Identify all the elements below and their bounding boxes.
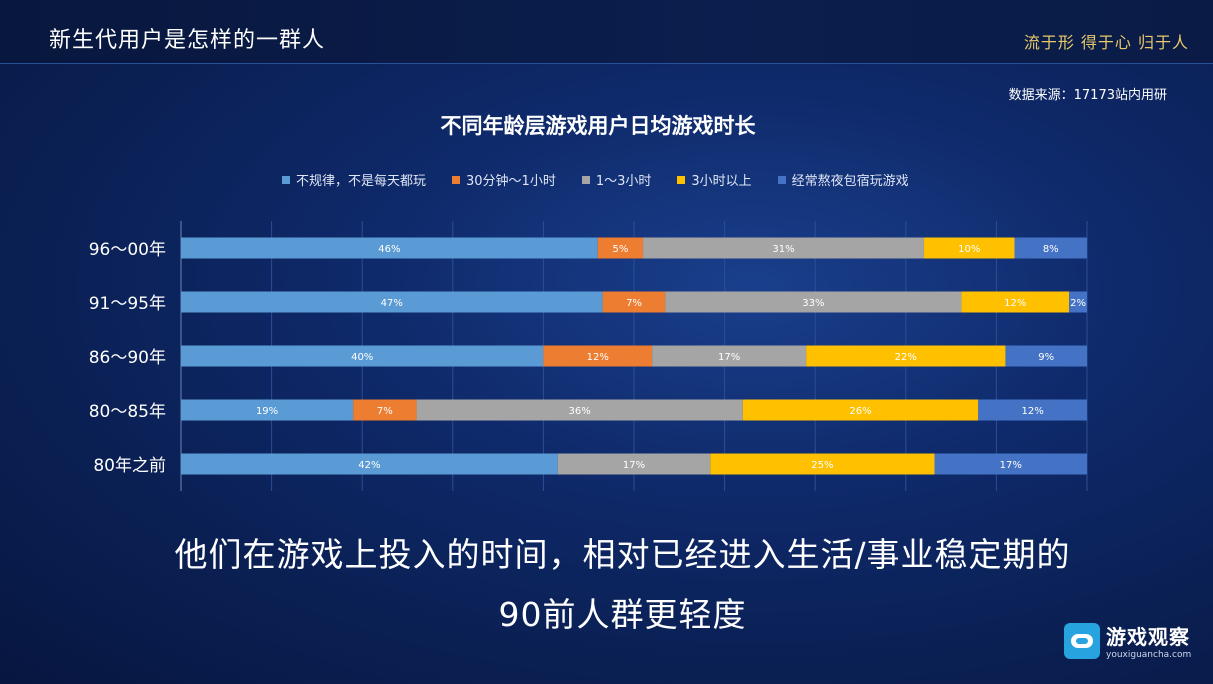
- data-label: 36%: [569, 406, 591, 417]
- category-label: 80年之前: [93, 456, 166, 476]
- bar-segment: [665, 291, 962, 313]
- category-label: 91～95年: [89, 294, 166, 314]
- top-divider: [0, 63, 1213, 64]
- data-label: 17%: [623, 460, 645, 471]
- category-label: 80～85年: [89, 402, 166, 422]
- logo-url: youxiguancha.com: [1106, 650, 1192, 660]
- bar-segment: [934, 453, 1087, 475]
- data-label: 12%: [1004, 298, 1026, 309]
- category-label: 96～00年: [89, 240, 166, 260]
- legend-swatch: [282, 175, 290, 184]
- legend-item: 不规律，不是每天都玩: [282, 170, 426, 189]
- data-label: 47%: [381, 298, 403, 309]
- legend-label: 1～3小时: [595, 174, 652, 189]
- data-label: 42%: [358, 460, 380, 471]
- bar-segment: [806, 345, 1006, 367]
- legend-swatch: [452, 175, 461, 184]
- bar-segment: [710, 453, 935, 475]
- caption-line-2: 90前人群更轻度: [498, 595, 747, 634]
- bar-segment: [557, 453, 711, 475]
- chart-legend: 不规律，不是每天都玩 30分钟～1小时 1～3小时 3小时以上 经常熬夜包宿玩游戏: [282, 170, 909, 189]
- data-label: 40%: [351, 352, 373, 363]
- data-label: 26%: [849, 406, 871, 417]
- brand-logo: 游戏观察 youxiguancha.com: [1064, 621, 1191, 660]
- logo-name: 游戏观察: [1106, 625, 1190, 649]
- bar-segment: [923, 237, 1015, 259]
- bar-segment: [1005, 345, 1087, 367]
- legend-label: 3小时以上: [691, 174, 752, 189]
- bar-segment: [543, 345, 653, 367]
- category-label: 86～90年: [89, 348, 166, 368]
- bar-segment: [181, 291, 603, 313]
- legend-swatch: [777, 175, 786, 184]
- data-label: 2%: [1070, 298, 1086, 309]
- bar-segment: [1014, 237, 1087, 259]
- data-label: 7%: [626, 298, 642, 309]
- chart-title: 不同年龄层游戏用户日均游戏时长: [440, 114, 756, 138]
- bar-segment: [181, 453, 558, 475]
- data-label: 7%: [377, 406, 393, 417]
- data-label: 33%: [802, 298, 824, 309]
- data-label: 12%: [1022, 406, 1044, 417]
- bar-segment: [602, 291, 666, 313]
- data-label: 17%: [718, 352, 740, 363]
- top-bar: [0, 0, 1213, 64]
- caption-line-1: 他们在游戏上投入的时间，相对已经进入生活/事业稳定期的: [174, 535, 1071, 574]
- bar-segment: [978, 399, 1087, 421]
- data-label: 31%: [772, 244, 794, 255]
- legend-item: 经常熬夜包宿玩游戏: [777, 170, 909, 189]
- data-label: 12%: [587, 352, 609, 363]
- bar-segment: [652, 345, 807, 367]
- bar-segment: [1069, 291, 1087, 313]
- data-label: 10%: [958, 244, 980, 255]
- data-label: 9%: [1038, 352, 1054, 363]
- legend-item: 1～3小时: [581, 170, 652, 189]
- bar-segment: [181, 237, 598, 259]
- bar-segment: [597, 237, 644, 259]
- legend-label: 经常熬夜包宿玩游戏: [791, 174, 909, 189]
- bar-segment: [961, 291, 1070, 313]
- data-label: 8%: [1043, 244, 1059, 255]
- bar-segment: [742, 399, 979, 421]
- legend-swatch: [677, 175, 686, 184]
- legend-swatch: [581, 175, 590, 184]
- page-title: 新生代用户是怎样的一群人: [49, 28, 326, 53]
- data-label: 25%: [811, 460, 833, 471]
- data-label: 19%: [256, 406, 278, 417]
- bar-segment: [181, 399, 354, 421]
- gamepad-icon: [1064, 622, 1100, 659]
- bar-segment: [643, 237, 924, 259]
- data-label: 17%: [1000, 460, 1022, 471]
- bar-segment: [353, 399, 417, 421]
- motto-text: 流于形 得于心 归于人: [1023, 33, 1189, 52]
- legend-item: 30分钟～1小时: [452, 170, 556, 189]
- legend-item: 3小时以上: [677, 170, 752, 189]
- legend-label: 不规律，不是每天都玩: [296, 174, 427, 189]
- bar-segment: [416, 399, 743, 421]
- data-label: 22%: [895, 352, 917, 363]
- bar-segment: [181, 345, 544, 367]
- data-label: 5%: [612, 244, 628, 255]
- legend-label: 30分钟～1小时: [466, 174, 556, 189]
- data-label: 46%: [378, 244, 400, 255]
- data-source: 数据来源：17173站内用研: [1008, 88, 1167, 103]
